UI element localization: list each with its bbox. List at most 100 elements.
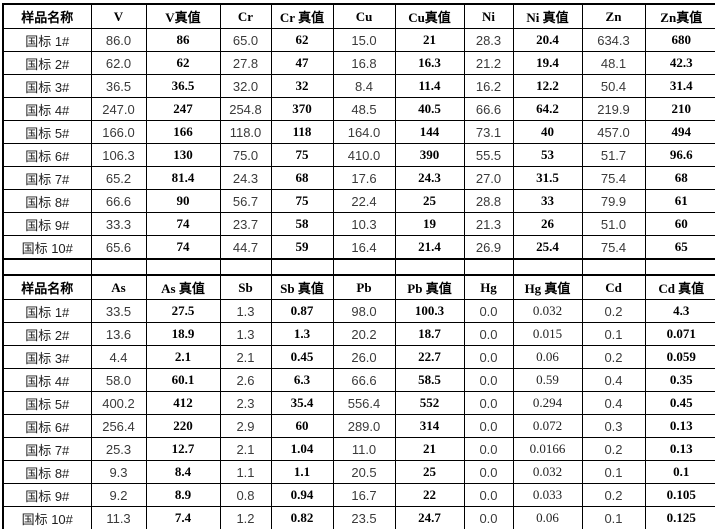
header-row: 样品名称 V V真值 Cr Cr 真值 Cu Cu真值 Ni Ni 真值 Zn Zn真值 [2,3,715,29]
measured-value-cell: 65.6 [90,235,147,260]
measured-value-cell: 73.1 [463,120,514,144]
column-header: Zn真值 [644,3,715,29]
measured-value-cell: 10.3 [332,212,396,236]
measured-value-cell: 62.0 [90,51,147,75]
measured-value-cell: 75.0 [219,143,272,167]
true-value-cell: 81.4 [145,166,221,190]
true-value-cell: 0.033 [512,483,583,507]
true-value-cell: 26 [512,212,583,236]
true-value-cell: 0.1 [644,460,715,484]
true-value-cell: 0.82 [270,506,334,529]
spacer-cell [219,260,272,274]
spacer-cell [90,260,147,274]
measured-value-cell: 50.4 [581,74,646,98]
true-value-cell: 42.3 [644,51,715,75]
measured-value-cell: 66.6 [90,189,147,213]
measured-value-cell: 106.3 [90,143,147,167]
true-value-cell: 0.032 [512,460,583,484]
true-value-cell: 247 [145,97,221,121]
measured-value-cell: 23.5 [332,506,396,529]
table-row: 国标 7# 65.2 81.4 24.3 68 17.6 24.3 27.0 31.5 75.4 6… [2,166,715,190]
measured-value-cell: 0.2 [581,345,646,369]
measured-value-cell: 51.0 [581,212,646,236]
spacer-cell [145,260,221,274]
true-value-cell: 59 [270,235,334,260]
sample-name-cell: 国标 4# [2,97,92,121]
true-value-cell: 64.2 [512,97,583,121]
true-value-cell: 7.4 [145,506,221,529]
column-header: Sb [219,274,272,300]
measured-value-cell: 0.1 [581,460,646,484]
measured-value-cell: 66.6 [463,97,514,121]
true-value-cell: 2.1 [145,345,221,369]
column-header: Sb 真值 [270,274,334,300]
true-value-cell: 118 [270,120,334,144]
true-value-cell: 65 [644,235,715,260]
spacer-cell [332,260,396,274]
spacer-cell [644,260,715,274]
true-value-cell: 0.032 [512,299,583,323]
true-value-cell: 86 [145,28,221,52]
true-value-cell: 18.9 [145,322,221,346]
measured-value-cell: 4.4 [90,345,147,369]
sample-name-cell: 国标 8# [2,460,92,484]
true-value-cell: 12.2 [512,74,583,98]
measured-value-cell: 21.3 [463,212,514,236]
measured-value-cell: 51.7 [581,143,646,167]
measured-value-cell: 33.5 [90,299,147,323]
sample-name-cell: 国标 7# [2,166,92,190]
true-value-cell: 494 [644,120,715,144]
measured-value-cell: 20.5 [332,460,396,484]
true-value-cell: 61 [644,189,715,213]
column-header: Ni 真值 [512,3,583,29]
true-value-cell: 18.7 [394,322,465,346]
measured-value-cell: 1.2 [219,506,272,529]
measured-value-cell: 9.2 [90,483,147,507]
column-header: Cd [581,274,646,300]
column-header: V [90,3,147,29]
true-value-cell: 21 [394,28,465,52]
measured-value-cell: 0.0 [463,299,514,323]
measured-value-cell: 0.0 [463,437,514,461]
measured-value-cell: 289.0 [332,414,396,438]
table-row: 国标 10# 11.3 7.4 1.2 0.82 23.5 24.7 0.0 0.06 0.1 0.… [2,506,715,529]
measured-value-cell: 0.1 [581,506,646,529]
true-value-cell: 8.4 [145,460,221,484]
true-value-cell: 0.94 [270,483,334,507]
column-header: 样品名称 [2,3,92,29]
true-value-cell: 68 [644,166,715,190]
measured-value-cell: 0.0 [463,506,514,529]
true-value-cell: 680 [644,28,715,52]
table-row: 国标 3# 4.4 2.1 2.1 0.45 26.0 22.7 0.0 0.06 0.2 0.05… [2,345,715,369]
measured-value-cell: 15.0 [332,28,396,52]
true-value-cell: 60 [644,212,715,236]
measured-value-cell: 36.5 [90,74,147,98]
measured-value-cell: 24.3 [219,166,272,190]
measured-value-cell: 58.0 [90,368,147,392]
table-row: 国标 3# 36.5 36.5 32.0 32 8.4 11.4 16.2 12.2 50.4 31… [2,74,715,98]
sample-name-cell: 国标 6# [2,414,92,438]
sample-name-cell: 国标 10# [2,235,92,260]
spacer-cell [463,260,514,274]
measured-value-cell: 16.4 [332,235,396,260]
measured-value-cell: 11.0 [332,437,396,461]
metals-standards-table-1: 样品名称 V V真值 Cr Cr 真值 Cu Cu真值 Ni Ni 真值 Zn Zn真值 国标 1# 8… [2,3,715,260]
table-row: 国标 9# 33.3 74 23.7 58 10.3 19 21.3 26 51.0 60 [2,212,715,236]
measured-value-cell: 21.2 [463,51,514,75]
sample-name-cell: 国标 8# [2,189,92,213]
table-row: 国标 10# 65.6 74 44.7 59 16.4 21.4 26.9 25.4 75.4 65 [2,235,715,260]
sample-name-cell: 国标 4# [2,368,92,392]
true-value-cell: 0.0166 [512,437,583,461]
true-value-cell: 19 [394,212,465,236]
measured-value-cell: 0.2 [581,437,646,461]
measured-value-cell: 20.2 [332,322,396,346]
true-value-cell: 1.1 [270,460,334,484]
column-header: Cr [219,3,272,29]
sample-name-cell: 国标 9# [2,212,92,236]
true-value-cell: 40.5 [394,97,465,121]
column-header: 样品名称 [2,274,92,300]
true-value-cell: 0.294 [512,391,583,415]
true-value-cell: 58 [270,212,334,236]
column-header: Cu真值 [394,3,465,29]
table-row: 国标 1# 86.0 86 65.0 62 15.0 21 28.3 20.4 634.3 680 [2,28,715,52]
